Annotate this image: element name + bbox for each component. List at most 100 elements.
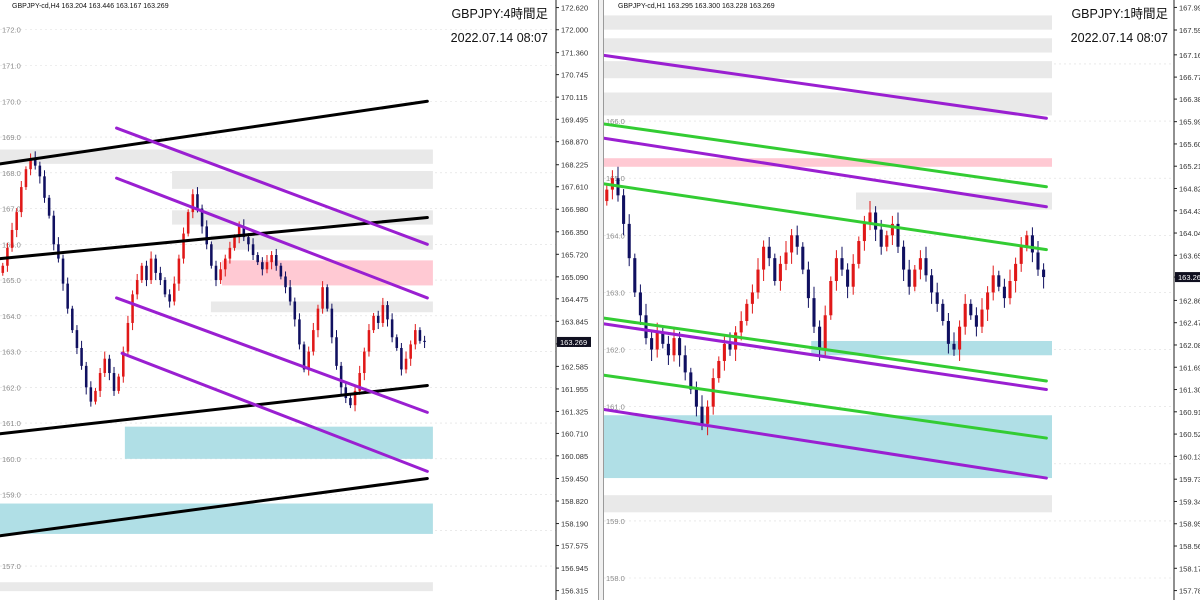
h1-candle-body [638,292,642,316]
h4-candle-body [256,255,259,263]
h4-candle-body [61,258,65,284]
h4-candle-body [154,258,158,273]
h1-tick-label: 160.910 [1179,408,1200,417]
h4-tick-label: 156.945 [561,564,588,573]
h1-tick-label: 167.160 [1179,51,1200,60]
h4-candle-body [38,165,42,177]
h4-candle-body [400,347,403,370]
h4-candle-body [117,376,120,391]
h4-tick-label: 162.585 [561,362,588,371]
h4-current-price-label: 163.269 [560,338,587,347]
h1-candle-body [689,372,693,390]
h1-chart: 167.0166.0165.0164.0163.0162.0161.0160.0… [604,0,1200,600]
h4-candle-body [149,258,153,281]
h1-title: GBPJPY:1時間足 [1071,7,1168,21]
h1-zone-gray [856,192,1052,210]
h4-candle-body [251,244,255,256]
h1-candle-body [946,320,950,344]
h4-candle-body [15,212,18,230]
h1-tick-label: 162.080 [1179,341,1200,350]
h4-tick-label: 169.495 [561,115,588,124]
h4-chart-panel[interactable]: 172.0171.0170.0169.0168.0167.0166.0165.0… [0,0,598,600]
h4-candle-body [24,169,28,188]
h1-candle-body [750,292,754,304]
h4-candle-body [316,308,320,331]
h1-candle-body [913,269,917,287]
h4-candle-body [349,398,352,406]
h1-tick-label: 160.520 [1179,430,1200,439]
h1-candle-body [840,258,844,270]
h4-candle-body [191,194,195,213]
h1-candle-body [879,229,883,247]
h4-trendline-black [0,477,429,538]
h1-zone-gray [604,495,1052,513]
h1-header: GBPJPY-cd,H1 163.295 163.300 163.228 163… [618,3,775,10]
h4-candle-body [228,247,232,259]
h4-grid-label: 165.0 [2,276,21,285]
h4-candle-body [1,265,5,273]
h4-candle-body [247,237,250,245]
h1-candle-body [918,258,922,270]
h1-zone-gray [604,15,1052,30]
h1-candle-body [1030,235,1034,253]
h1-candle-body [1008,281,1012,299]
h4-tick-label: 165.720 [561,250,588,259]
h4-grid-label: 170.0 [2,97,21,106]
h1-candle-body [818,326,822,350]
h4-candle-body [33,158,37,166]
h4-candle-body [335,337,338,366]
h1-candle-body [896,223,900,247]
h4-candle-body [237,226,241,238]
h1-candle-body [851,263,855,287]
h4-candles [1,151,426,412]
h4-candle-body [89,387,93,402]
h4-candle-body [284,276,287,288]
h1-grid-label: 164.0 [606,231,625,240]
h1-candle-body [885,235,889,247]
h1-candle-body [823,315,827,350]
h1-candle-body [974,315,978,327]
h1-candle-body [868,212,872,224]
h1-candle-body [930,275,934,293]
h1-candle-body [795,235,799,247]
h4-zone-gray [210,235,433,250]
h1-trendline-green [604,122,1048,189]
h1-tick-label: 164.820 [1179,184,1200,193]
h4-candle-body [163,280,167,295]
h4-tick-label: 165.090 [561,273,588,282]
panel-divider[interactable] [598,0,604,600]
h4-candle-body [52,215,56,245]
h4-candle-body [367,330,371,352]
h4-tick-label: 161.955 [561,385,588,394]
h1-trendline-green [604,373,1048,440]
h4-candle-body [108,358,111,374]
h1-zone-gray [604,38,1052,53]
h4-grid: 172.0171.0170.0169.0168.0167.0166.0165.0… [0,26,556,571]
h4-candle-body [223,258,227,270]
h1-candle-body [980,309,984,327]
h1-zones [604,15,1052,513]
h1-chart-panel[interactable]: 167.0166.0165.0164.0163.0162.0161.0160.0… [604,0,1200,600]
h4-tick-label: 164.475 [561,295,588,304]
h4-candle-body [131,294,134,323]
h4-candle-body [10,229,14,248]
h4-candle-body [270,255,273,263]
h1-candle-body [801,246,805,270]
h1-candle-body [935,292,939,304]
h1-candle-body [834,258,838,282]
h1-candle-body [767,246,771,259]
h4-candle-body [307,351,310,370]
h4-grid-label: 163.0 [2,348,21,357]
h1-candle-body [633,258,637,293]
h4-tick-label: 160.710 [561,429,588,438]
h4-candle-body [298,319,301,345]
h4-candle-body [353,390,357,406]
h4-candle-body [390,319,394,338]
h4-candle-body [265,262,269,270]
h4-tick-label: 167.610 [561,183,588,192]
h4-candle-body [84,365,88,388]
h4-tick-label: 161.325 [561,407,588,416]
h1-tick-label: 158.170 [1179,564,1200,573]
h1-trendline-purple [604,136,1048,209]
h1-candle-body [683,355,687,373]
